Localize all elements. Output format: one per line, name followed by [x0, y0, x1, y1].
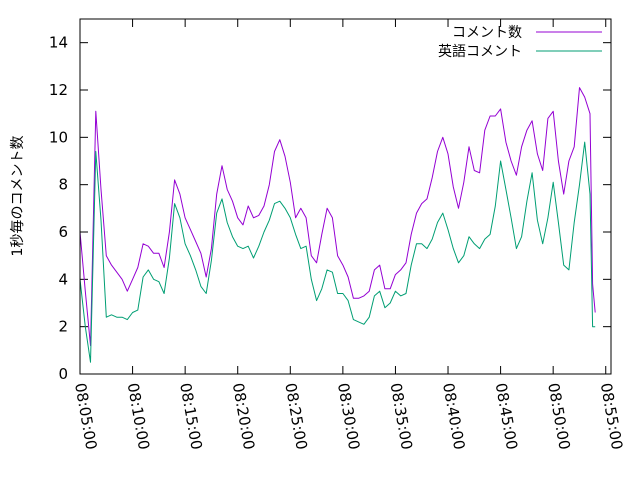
- y-tick-label: 14: [49, 34, 68, 52]
- series-layer: [79, 87, 596, 363]
- series-line-2: [79, 141, 596, 363]
- y-tick-label: 10: [49, 128, 68, 146]
- y-tick-label: 0: [58, 365, 68, 383]
- y-tick-label: 6: [58, 223, 68, 241]
- series-line-1: [79, 87, 596, 347]
- legend-label-2: 英語コメント: [438, 43, 522, 60]
- y-tick-label: 4: [58, 270, 68, 288]
- y-tick-label: 12: [49, 81, 68, 99]
- plot-frame: [79, 18, 612, 375]
- y-axis-label: 1秒毎のコメント数: [10, 136, 26, 257]
- y-tick-label: 8: [58, 176, 68, 194]
- y-tick-label: 2: [58, 318, 68, 336]
- legend-label-1: コメント数: [452, 25, 522, 41]
